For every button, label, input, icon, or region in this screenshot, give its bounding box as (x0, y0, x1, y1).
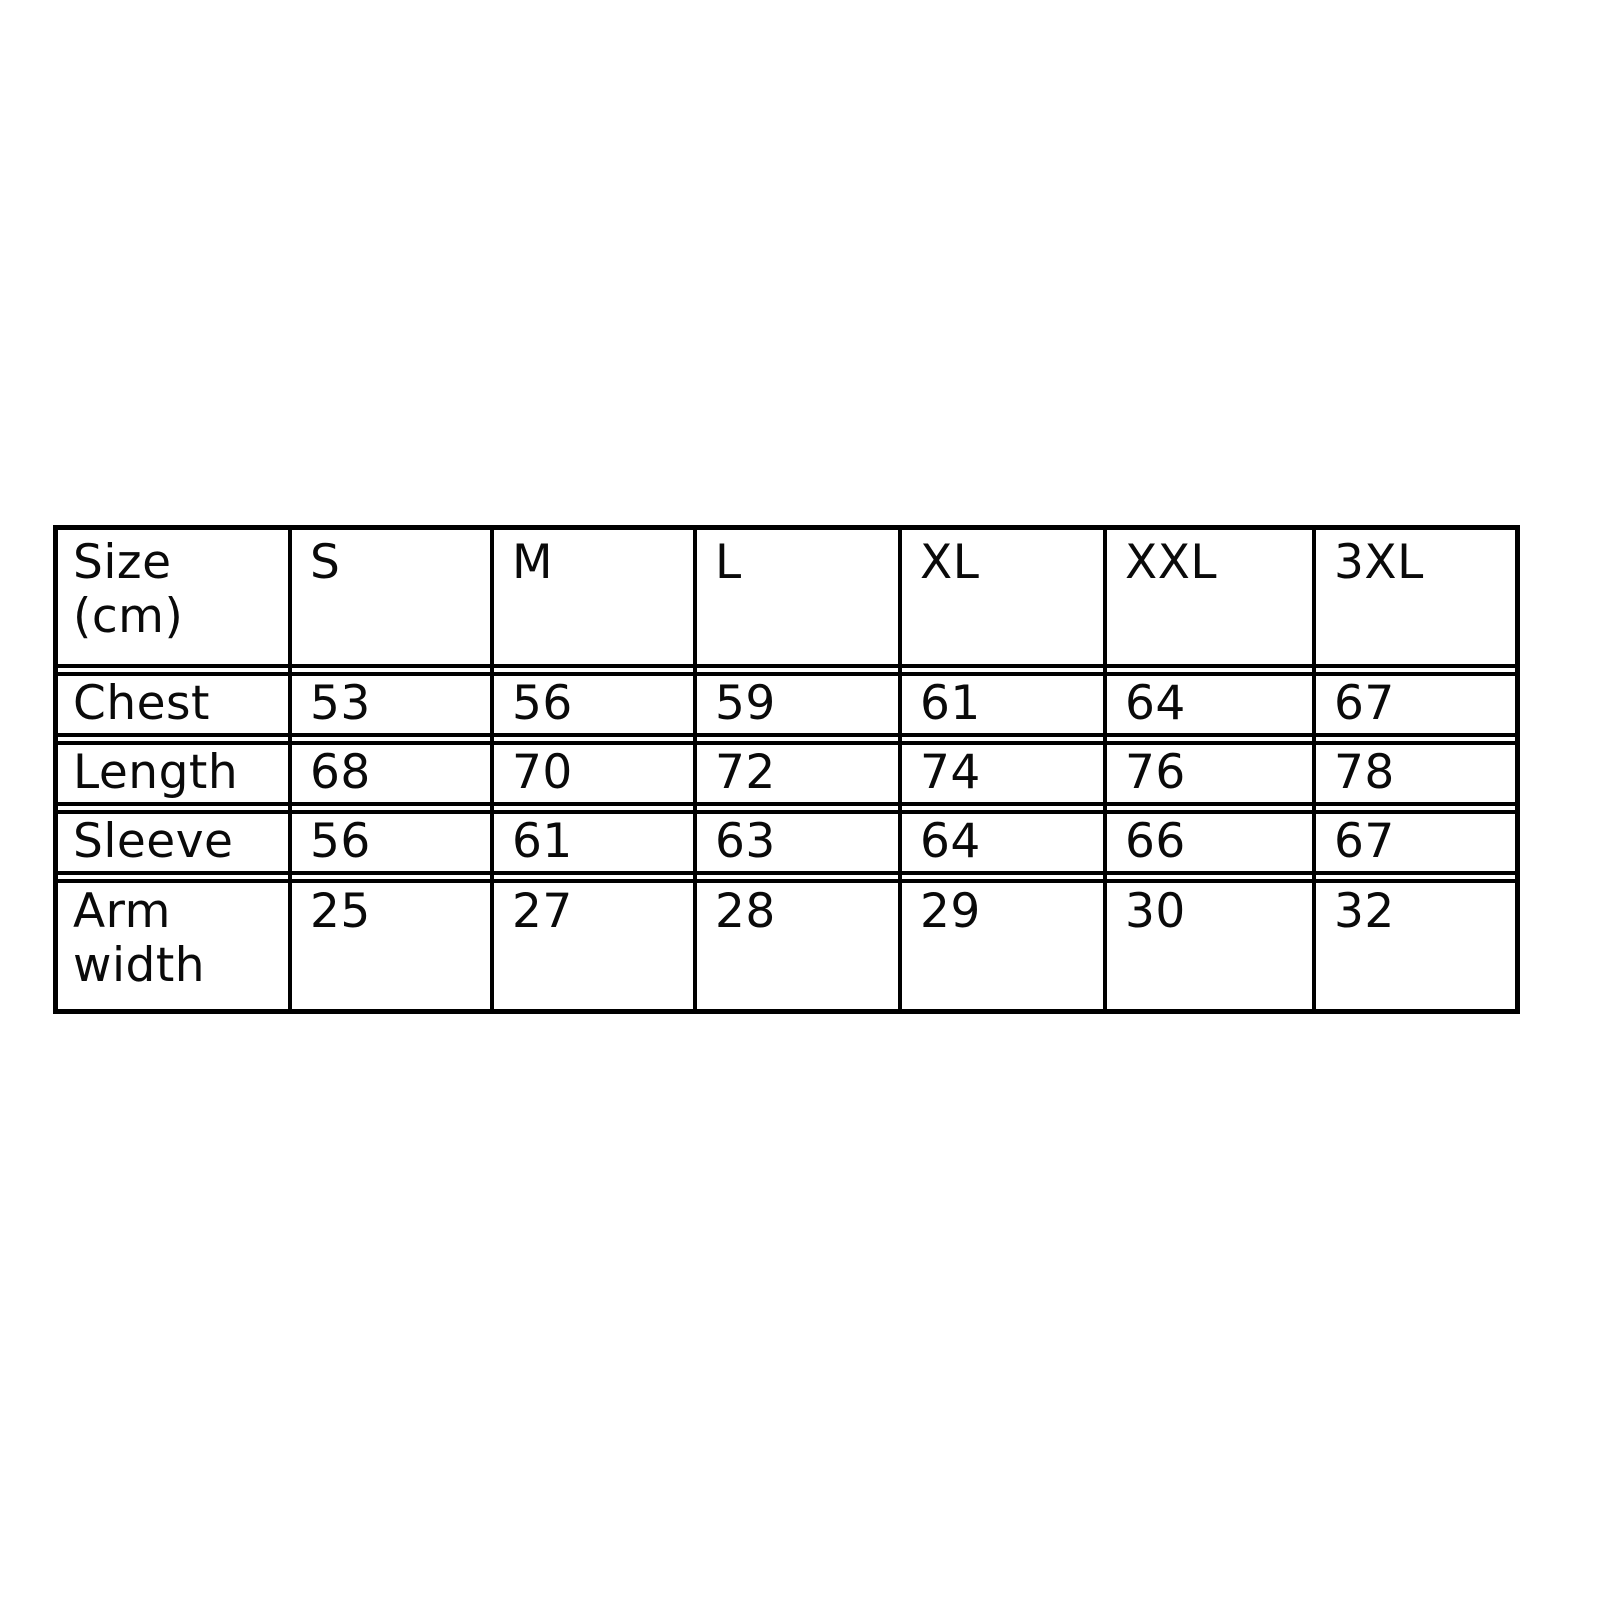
table-header-row: Size (cm) S M L XL XXL 3XL (53, 525, 1520, 668)
cell-length-xl: 74 (920, 745, 981, 800)
cell-length-xxl: 76 (1125, 745, 1186, 800)
cell-chest-l: 59 (715, 676, 776, 731)
cell-length-s: 68 (310, 745, 371, 800)
cell-arm-width-3xl: 32 (1334, 884, 1395, 939)
cell-sleeve-xxl: 66 (1125, 814, 1186, 869)
size-chart-table: Size (cm) S M L XL XXL 3XL Chest 53 56 5… (53, 525, 1520, 1014)
cell-length-m: 70 (512, 745, 573, 800)
cell-arm-width-xxl: 30 (1125, 884, 1186, 939)
row-label-sleeve: Sleeve (73, 814, 234, 869)
header-cell-l: L (715, 535, 742, 590)
row-label-length: Length (73, 745, 239, 800)
table-row-length: Length 68 70 72 74 76 78 (53, 741, 1520, 806)
cell-chest-xl: 61 (920, 676, 981, 731)
header-cell-3xl: 3XL (1334, 535, 1424, 590)
header-cell-xl: XL (920, 535, 980, 590)
cell-sleeve-m: 61 (512, 814, 573, 869)
cell-chest-xxl: 64 (1125, 676, 1186, 731)
cell-arm-width-l: 28 (715, 884, 776, 939)
cell-sleeve-xl: 64 (920, 814, 981, 869)
cell-chest-3xl: 67 (1334, 676, 1395, 731)
cell-sleeve-3xl: 67 (1334, 814, 1395, 869)
header-cell-m: M (512, 535, 554, 590)
cell-length-l: 72 (715, 745, 776, 800)
cell-sleeve-s: 56 (310, 814, 371, 869)
header-cell-size: Size (cm) (73, 535, 184, 644)
table-row-chest: Chest 53 56 59 61 64 67 (53, 672, 1520, 737)
table-row-sleeve: Sleeve 56 61 63 64 66 67 (53, 810, 1520, 875)
row-label-arm-width: Arm width (73, 884, 206, 993)
row-label-chest: Chest (73, 676, 210, 731)
table-row-arm-width: Arm width 25 27 28 29 30 32 (53, 879, 1520, 1014)
cell-arm-width-xl: 29 (920, 884, 981, 939)
cell-length-3xl: 78 (1334, 745, 1395, 800)
cell-arm-width-m: 27 (512, 884, 573, 939)
header-cell-s: S (310, 535, 341, 590)
cell-chest-s: 53 (310, 676, 371, 731)
header-cell-xxl: XXL (1125, 535, 1218, 590)
cell-chest-m: 56 (512, 676, 573, 731)
cell-sleeve-l: 63 (715, 814, 776, 869)
cell-arm-width-s: 25 (310, 884, 371, 939)
